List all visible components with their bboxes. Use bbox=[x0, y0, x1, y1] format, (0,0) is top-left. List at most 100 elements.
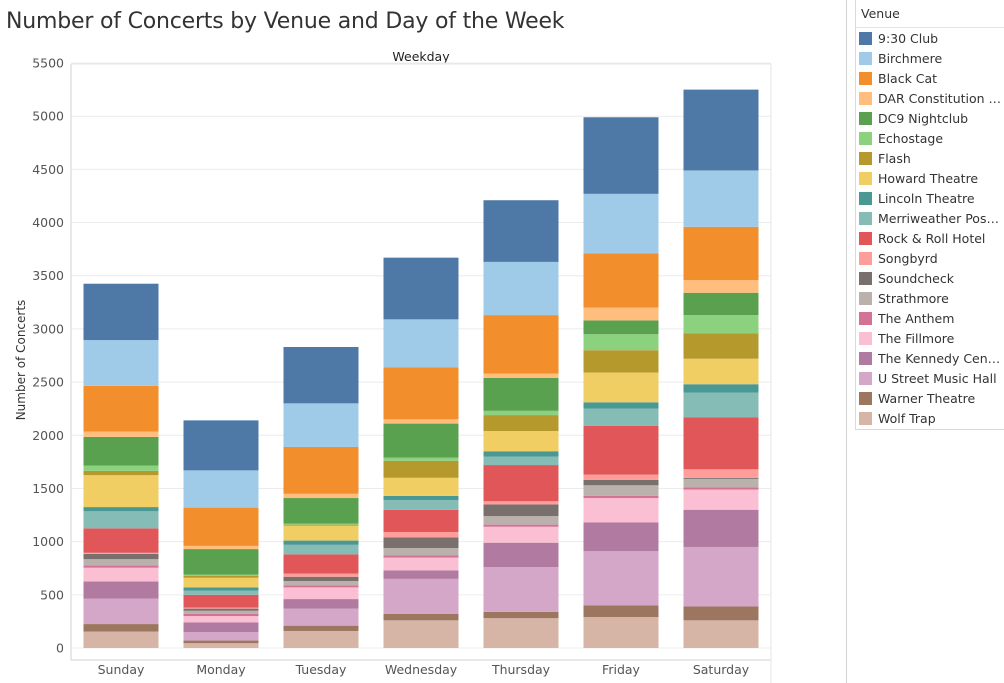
bar-segment-merriweather-post-pavilion[interactable] bbox=[683, 392, 759, 418]
bar-segment-9-30-club[interactable] bbox=[583, 117, 659, 194]
bar-segment-birchmere[interactable] bbox=[283, 403, 359, 447]
legend-item[interactable]: Howard Theatre bbox=[857, 168, 1003, 188]
bar-segment-lincoln-theatre[interactable] bbox=[583, 402, 659, 409]
bar-segment-soundcheck[interactable] bbox=[83, 553, 159, 560]
bar-segment-merriweather-post-pavilion[interactable] bbox=[583, 408, 659, 426]
bar-segment-strathmore[interactable] bbox=[483, 516, 559, 525]
bar-segment-soundcheck[interactable] bbox=[683, 477, 759, 479]
bar-segment-dar-constitution-hall[interactable] bbox=[283, 493, 359, 499]
legend-item[interactable]: Black Cat bbox=[857, 68, 1003, 88]
bar-segment-strathmore[interactable] bbox=[383, 548, 459, 556]
bar-segment-merriweather-post-pavilion[interactable] bbox=[183, 590, 259, 595]
bar-segment-rock-roll-hotel[interactable] bbox=[383, 509, 459, 533]
bar-segment-flash[interactable] bbox=[583, 350, 659, 373]
bar-segment-u-street-music-hall[interactable] bbox=[583, 551, 659, 606]
bar-segment-flash[interactable] bbox=[83, 470, 159, 476]
bar-segment-howard-theatre[interactable] bbox=[383, 477, 459, 496]
bar-segment-birchmere[interactable] bbox=[483, 261, 559, 316]
legend-item[interactable]: Lincoln Theatre bbox=[857, 188, 1003, 208]
legend-item[interactable]: The Anthem bbox=[857, 308, 1003, 328]
bar-segment-black-cat[interactable] bbox=[583, 253, 659, 308]
bar-segment-the-anthem[interactable] bbox=[183, 613, 259, 617]
bar-segment-echostage[interactable] bbox=[683, 315, 759, 334]
bar-segment-black-cat[interactable] bbox=[383, 367, 459, 420]
bar-segment-howard-theatre[interactable] bbox=[583, 372, 659, 403]
legend-item[interactable]: The Fillmore bbox=[857, 328, 1003, 348]
bar-segment-black-cat[interactable] bbox=[483, 315, 559, 374]
bar-segment-the-fillmore[interactable] bbox=[183, 616, 259, 623]
bar-segment-dc9-nightclub[interactable] bbox=[83, 436, 159, 466]
legend-item[interactable]: 9:30 Club bbox=[857, 28, 1003, 48]
bar-segment-the-kennedy-center[interactable] bbox=[583, 522, 659, 552]
bar-segment-warner-theatre[interactable] bbox=[283, 625, 359, 631]
bar-segment-warner-theatre[interactable] bbox=[683, 606, 759, 621]
legend-item[interactable]: Flash bbox=[857, 148, 1003, 168]
bar-segment-rock-roll-hotel[interactable] bbox=[483, 465, 559, 502]
bar-segment-songbyrd[interactable] bbox=[183, 607, 259, 609]
bar-segment-9-30-club[interactable] bbox=[683, 89, 759, 171]
legend-item[interactable]: Strathmore bbox=[857, 288, 1003, 308]
bar-segment-lincoln-theatre[interactable] bbox=[683, 384, 759, 393]
bar-segment-soundcheck[interactable] bbox=[483, 504, 559, 517]
bar-segment-echostage[interactable] bbox=[583, 334, 659, 351]
bar-segment-rock-roll-hotel[interactable] bbox=[83, 528, 159, 553]
bar-segment-strathmore[interactable] bbox=[183, 610, 259, 614]
bar-segment-dar-constitution-hall[interactable] bbox=[483, 373, 559, 378]
bar-segment-birchmere[interactable] bbox=[83, 340, 159, 386]
bar-segment-wolf-trap[interactable] bbox=[483, 618, 559, 648]
bar-segment-the-kennedy-center[interactable] bbox=[183, 622, 259, 633]
legend-item[interactable]: DAR Constitution Hall bbox=[857, 88, 1003, 108]
legend-item[interactable]: DC9 Nightclub bbox=[857, 108, 1003, 128]
bar-segment-flash[interactable] bbox=[483, 415, 559, 432]
bar-segment-9-30-club[interactable] bbox=[483, 200, 559, 262]
bar-segment-dc9-nightclub[interactable] bbox=[683, 292, 759, 316]
bar-segment-rock-roll-hotel[interactable] bbox=[183, 594, 259, 608]
bar-segment-the-kennedy-center[interactable] bbox=[483, 542, 559, 568]
bar-segment-9-30-club[interactable] bbox=[283, 347, 359, 404]
bar-segment-u-street-music-hall[interactable] bbox=[383, 578, 459, 614]
bar-segment-songbyrd[interactable] bbox=[683, 469, 759, 478]
bar-segment-9-30-club[interactable] bbox=[183, 420, 259, 471]
legend-item[interactable]: Rock & Roll Hotel bbox=[857, 228, 1003, 248]
bar-segment-wolf-trap[interactable] bbox=[83, 631, 159, 648]
bar-segment-rock-roll-hotel[interactable] bbox=[683, 417, 759, 470]
bar-segment-wolf-trap[interactable] bbox=[583, 617, 659, 648]
bar-segment-flash[interactable] bbox=[383, 460, 459, 478]
legend-item[interactable]: Soundcheck bbox=[857, 268, 1003, 288]
bar-segment-merriweather-post-pavilion[interactable] bbox=[83, 511, 159, 529]
bar-segment-soundcheck[interactable] bbox=[583, 479, 659, 486]
bar-segment-the-anthem[interactable] bbox=[83, 565, 159, 568]
bar-segment-wolf-trap[interactable] bbox=[683, 620, 759, 648]
legend-item[interactable]: U Street Music Hall bbox=[857, 368, 1003, 388]
bar-segment-9-30-club[interactable] bbox=[83, 283, 159, 341]
bar-segment-birchmere[interactable] bbox=[383, 319, 459, 368]
bar-segment-the-anthem[interactable] bbox=[283, 585, 359, 588]
bar-segment-echostage[interactable] bbox=[283, 523, 359, 525]
bar-segment-flash[interactable] bbox=[283, 524, 359, 526]
bar-segment-echostage[interactable] bbox=[83, 465, 159, 471]
bar-segment-dar-constitution-hall[interactable] bbox=[583, 307, 659, 321]
legend-item[interactable]: Wolf Trap bbox=[857, 408, 1003, 428]
bar-segment-flash[interactable] bbox=[183, 575, 259, 578]
legend-item[interactable]: Warner Theatre bbox=[857, 388, 1003, 408]
bar-segment-u-street-music-hall[interactable] bbox=[483, 567, 559, 612]
bar-segment-strathmore[interactable] bbox=[83, 559, 159, 566]
bar-segment-soundcheck[interactable] bbox=[283, 576, 359, 581]
bar-segment-songbyrd[interactable] bbox=[383, 532, 459, 538]
bar-segment-dar-constitution-hall[interactable] bbox=[683, 279, 759, 293]
bar-segment-the-kennedy-center[interactable] bbox=[283, 599, 359, 609]
bar-segment-wolf-trap[interactable] bbox=[183, 643, 259, 648]
bar-segment-warner-theatre[interactable] bbox=[483, 611, 559, 619]
bar-segment-birchmere[interactable] bbox=[183, 470, 259, 508]
bar-segment-rock-roll-hotel[interactable] bbox=[283, 554, 359, 574]
bar-segment-the-fillmore[interactable] bbox=[283, 587, 359, 600]
bar-segment-warner-theatre[interactable] bbox=[583, 605, 659, 618]
bar-segment-lincoln-theatre[interactable] bbox=[183, 587, 259, 591]
bar-segment-rock-roll-hotel[interactable] bbox=[583, 425, 659, 475]
bar-segment-lincoln-theatre[interactable] bbox=[83, 507, 159, 512]
legend-item[interactable]: The Kennedy Center bbox=[857, 348, 1003, 368]
bar-segment-birchmere[interactable] bbox=[583, 193, 659, 254]
bar-segment-lincoln-theatre[interactable] bbox=[283, 540, 359, 545]
bar-segment-the-fillmore[interactable] bbox=[83, 567, 159, 582]
bar-segment-echostage[interactable] bbox=[483, 410, 559, 416]
